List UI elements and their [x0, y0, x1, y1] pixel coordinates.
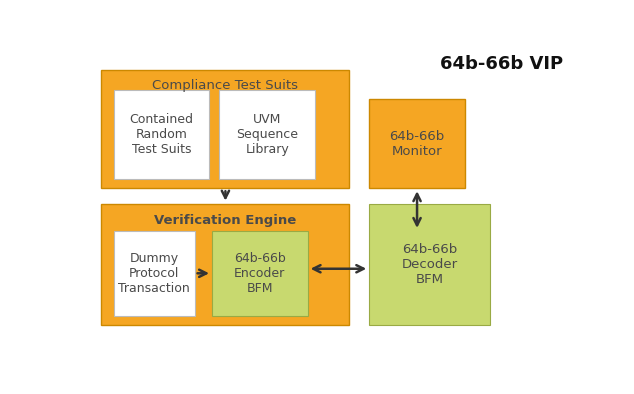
Text: Contained
Random
Test Suits: Contained Random Test Suits	[129, 113, 193, 156]
Text: Verification Engine: Verification Engine	[154, 214, 297, 227]
Text: 64b-66b
Encoder
BFM: 64b-66b Encoder BFM	[234, 252, 286, 295]
Bar	[101, 70, 349, 188]
Bar	[219, 90, 315, 179]
Bar	[113, 231, 195, 316]
Bar	[113, 90, 209, 179]
Text: 64b-66b
Decoder
BFM: 64b-66b Decoder BFM	[401, 243, 457, 286]
Text: UVM
Sequence
Library: UVM Sequence Library	[236, 113, 298, 156]
Text: Compliance Test Suits: Compliance Test Suits	[152, 79, 299, 92]
Text: 64b-66b
Monitor: 64b-66b Monitor	[389, 130, 444, 158]
Bar	[369, 99, 465, 188]
Bar	[101, 204, 349, 325]
Bar	[369, 204, 489, 325]
Text: 64b-66b VIP: 64b-66b VIP	[440, 55, 563, 73]
Text: Dummy
Protocol
Transaction: Dummy Protocol Transaction	[119, 252, 190, 295]
Bar	[212, 231, 307, 316]
